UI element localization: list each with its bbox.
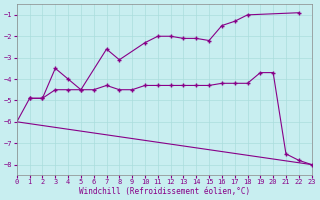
X-axis label: Windchill (Refroidissement éolien,°C): Windchill (Refroidissement éolien,°C) bbox=[79, 187, 250, 196]
